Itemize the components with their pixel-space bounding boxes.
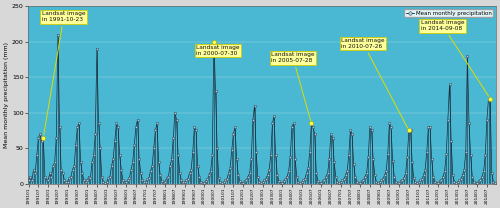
Text: Landsat image
in 2005-07-28: Landsat image in 2005-07-28	[271, 52, 315, 121]
Y-axis label: Mean monthly precipitation (mm): Mean monthly precipitation (mm)	[4, 42, 9, 148]
Text: Landsat image
in 2014-09-08: Landsat image in 2014-09-08	[421, 20, 488, 96]
Text: Landsat image
in 2000-07-30: Landsat image in 2000-07-30	[196, 42, 240, 56]
Text: Landsat image
in 2010-07-26: Landsat image in 2010-07-26	[342, 38, 407, 128]
Legend: Mean monthly precipitation: Mean monthly precipitation	[404, 9, 493, 17]
Text: Landsat image
in 1991-10-23: Landsat image in 1991-10-23	[42, 11, 86, 135]
